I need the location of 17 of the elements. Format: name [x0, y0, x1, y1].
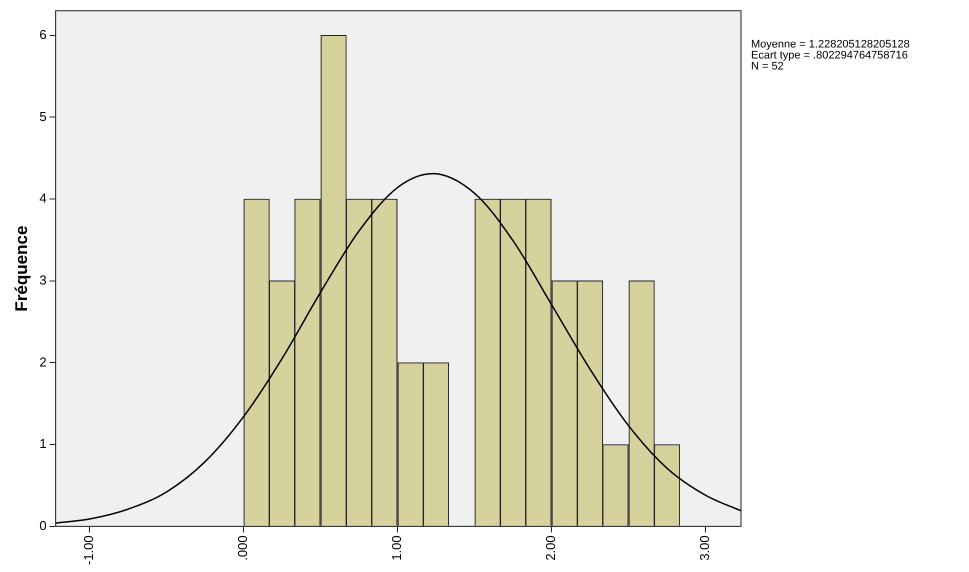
x-tick-label: -1.00 — [81, 535, 96, 566]
x-tick-label: 1.00 — [389, 535, 404, 561]
y-axis-title: Fréquence — [12, 226, 31, 312]
y-tick-label: 5 — [39, 108, 47, 124]
text: Ecart type = .802294764758716 — [751, 49, 908, 62]
text: N = 52 — [751, 60, 784, 72]
line-series — [56, 172, 741, 524]
x-tick-label: 3.00 — [697, 535, 712, 561]
y-tick-label: 4 — [39, 190, 47, 206]
text: Moyenne = 1.228205128205128 — [751, 38, 910, 50]
y-tick-label: 0 — [39, 518, 47, 533]
x-tick-label: .000 — [235, 535, 250, 561]
x-tick-label: 2.00 — [543, 535, 558, 561]
y-tick-label: 3 — [39, 272, 47, 288]
y-tick-label: 2 — [39, 354, 47, 370]
y-tick-label: 1 — [39, 436, 47, 452]
y-tick-label: 6 — [39, 26, 47, 42]
